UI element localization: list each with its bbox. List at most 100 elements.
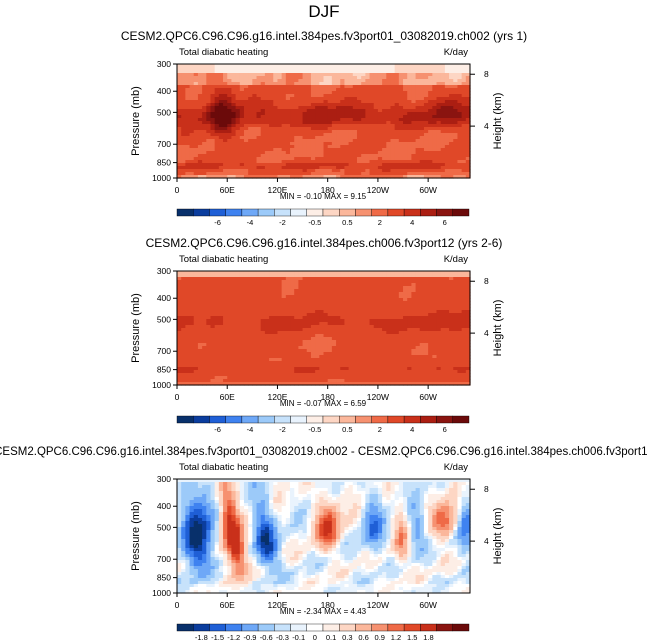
heatmap-cell: [344, 82, 350, 86]
heatmap-cell: [411, 91, 417, 95]
heatmap-cell: [227, 64, 233, 68]
heatmap-cell: [327, 283, 333, 287]
heatmap-cell: [214, 274, 220, 278]
heatmap-cell: [440, 304, 446, 308]
heatmap-cell: [206, 82, 212, 86]
heatmap-cell: [290, 82, 295, 86]
heatmap-cell: [340, 100, 346, 104]
heatmap-cell: [444, 175, 450, 179]
heatmap-cell: [344, 139, 350, 143]
heatmap-cell: [348, 148, 354, 152]
heatmap-cell: [302, 115, 308, 119]
heatmap-cell: [197, 349, 203, 353]
heatmap-cell: [294, 295, 299, 299]
heatmap-cell: [390, 334, 396, 338]
heatmap-cell: [202, 274, 207, 278]
heatmap-cell: [227, 355, 233, 359]
heatmap-cell: [252, 304, 258, 308]
heatmap-cell: [319, 340, 325, 344]
heatmap-cell: [197, 103, 203, 107]
heatmap-cell: [444, 67, 450, 71]
heatmap-cell: [189, 76, 195, 80]
heatmap-cell: [298, 163, 304, 167]
heatmap-cell: [298, 301, 304, 305]
heatmap-cell: [457, 127, 463, 131]
heatmap-cell: [344, 304, 350, 308]
heatmap-cell: [315, 271, 320, 275]
heatmap-cell: [273, 346, 279, 350]
heatmap-cell: [218, 364, 224, 368]
heatmap-cell: [340, 115, 346, 119]
heatmap-cell: [273, 157, 279, 161]
heatmap-cell: [210, 73, 216, 77]
heatmap-cell: [428, 313, 433, 317]
heatmap-cell: [290, 88, 295, 92]
heatmap-cell: [214, 148, 220, 152]
heatmap-cell: [197, 343, 203, 347]
heatmap-cell: [269, 166, 274, 170]
heatmap-cell: [449, 97, 454, 101]
heatmap-cell: [403, 310, 408, 314]
heatmap-cell: [377, 280, 383, 284]
heatmap-cell: [306, 331, 312, 335]
heatmap-cell: [340, 145, 346, 149]
heatmap-cell: [235, 286, 241, 290]
heatmap-cell: [356, 340, 362, 344]
heatmap-cell: [260, 88, 266, 92]
heatmap-cell: [390, 67, 396, 71]
heatmap-cell: [243, 82, 249, 86]
heatmap-cell: [428, 151, 433, 155]
heatmap-cell: [223, 64, 228, 68]
heatmap-cell: [403, 295, 408, 299]
heatmap-cell: [277, 310, 283, 314]
heatmap-cell: [294, 355, 299, 359]
heatmap-cell: [407, 112, 412, 116]
heatmap-cell: [444, 301, 450, 305]
heatmap-cell: [327, 112, 333, 116]
heatmap-cell: [248, 97, 253, 101]
heatmap-cell: [310, 88, 316, 92]
heatmap-cell: [419, 172, 425, 176]
heatmap-cell: [340, 349, 346, 353]
heatmap-cell: [352, 130, 358, 134]
heatmap-cell: [361, 118, 366, 122]
heatmap-cell: [306, 100, 312, 104]
heatmap-cell: [181, 334, 186, 338]
heatmap-cell: [361, 136, 366, 140]
heatmap-cell: [310, 148, 316, 152]
heatmap-cell: [461, 340, 467, 344]
heatmap-cell: [323, 136, 329, 140]
heatmap-cell: [206, 166, 212, 170]
heatmap-cell: [202, 358, 207, 362]
heatmap-cell: [298, 118, 304, 122]
heatmap-cell: [298, 151, 304, 155]
heatmap-cell: [269, 103, 274, 107]
heatmap-cell: [310, 70, 316, 74]
heatmap-cell: [369, 280, 375, 284]
heatmap-cell: [336, 157, 341, 161]
heatmap-cell: [394, 283, 400, 287]
heatmap-cell: [189, 313, 195, 317]
heatmap-cell: [235, 334, 241, 338]
heatmap-cell: [181, 328, 186, 332]
heatmap-cell: [440, 313, 446, 317]
heatmap-cell: [243, 292, 249, 296]
heatmap-cell: [269, 316, 274, 320]
heatmap-cell: [377, 274, 383, 278]
heatmap-cell: [377, 295, 383, 299]
heatmap-cell: [465, 121, 471, 125]
heatmap-cell: [428, 292, 433, 296]
heatmap-cell: [285, 112, 291, 116]
heatmap-cell: [436, 319, 442, 323]
heatmap-cell: [227, 97, 233, 101]
heatmap-cell: [298, 112, 304, 116]
heatmap-cell: [436, 106, 442, 110]
heatmap-cell: [361, 343, 366, 347]
heatmap-cell: [319, 103, 325, 107]
heatmap-cell: [273, 64, 279, 68]
heatmap-cell: [269, 172, 274, 176]
heatmap-cell: [302, 325, 308, 329]
heatmap-cell: [436, 88, 442, 92]
heatmap-cell: [444, 73, 450, 77]
heatmap-cell: [202, 319, 207, 323]
